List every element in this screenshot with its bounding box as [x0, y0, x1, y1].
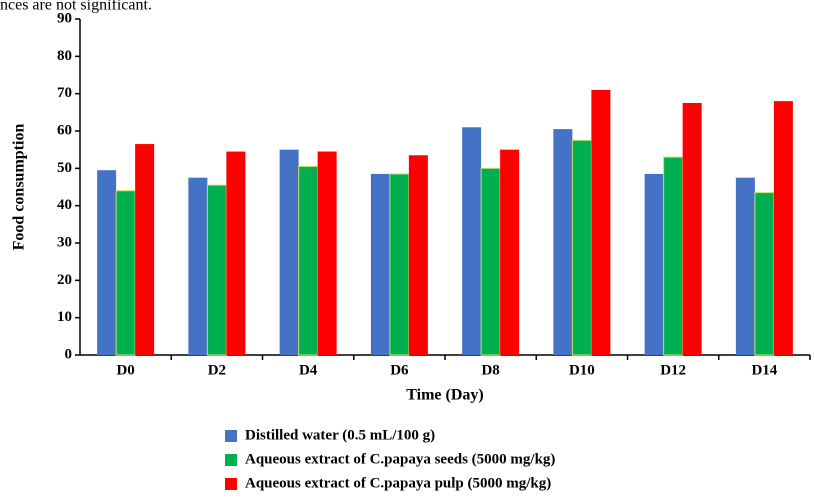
bar — [480, 167, 501, 356]
y-tick-label: 60 — [57, 122, 72, 138]
bar — [553, 129, 573, 355]
bar — [317, 151, 337, 355]
y-tick-label: 90 — [57, 10, 72, 26]
bar — [644, 173, 664, 355]
bar — [97, 170, 117, 355]
y-tick-label: 50 — [57, 160, 72, 176]
x-tick-label: D6 — [390, 362, 409, 378]
legend-swatch — [225, 454, 237, 466]
y-tick-label: 80 — [57, 48, 72, 64]
bar — [206, 184, 227, 356]
legend-label: Aqueous extract of C.papaya pulp (5000 m… — [245, 475, 551, 491]
bar — [462, 127, 482, 356]
y-tick-label: 30 — [57, 234, 72, 250]
annotation: nces are not significant. — [0, 0, 152, 14]
bar — [591, 89, 611, 355]
bar — [773, 101, 793, 355]
legend-label: Distilled water (0.5 mL/100 g) — [245, 427, 435, 443]
x-tick-label: D2 — [208, 362, 226, 378]
bar — [279, 149, 299, 355]
bar — [298, 165, 319, 356]
y-tick-label: 10 — [57, 309, 72, 325]
bar — [115, 190, 136, 356]
x-tick-label: D10 — [569, 362, 595, 378]
bar — [389, 173, 410, 356]
bar — [663, 156, 684, 356]
x-tick-label: D12 — [660, 362, 686, 378]
x-tick-label: D14 — [751, 362, 777, 378]
legend-swatch — [225, 478, 237, 490]
bar — [500, 149, 520, 355]
legend-swatch — [225, 430, 237, 442]
bar — [135, 144, 155, 355]
y-tick-label: 40 — [57, 197, 72, 213]
x-tick-label: D8 — [481, 362, 499, 378]
bar — [682, 103, 702, 355]
bar — [754, 192, 775, 356]
y-tick-label: 20 — [57, 272, 72, 288]
bar — [226, 151, 246, 355]
bar — [408, 155, 428, 355]
x-axis-label: Time (Day) — [406, 387, 483, 404]
bar — [370, 173, 390, 355]
legend-label: Aqueous extract of C.papaya seeds (5000 … — [245, 451, 555, 467]
y-tick-label: 70 — [57, 85, 72, 101]
bar — [571, 139, 592, 356]
x-tick-label: D4 — [299, 362, 318, 378]
y-axis-label: Food consumption — [11, 124, 28, 251]
bar — [188, 177, 208, 355]
bar — [735, 177, 755, 355]
y-tick-label: 0 — [65, 346, 73, 362]
x-tick-label: D0 — [116, 362, 134, 378]
